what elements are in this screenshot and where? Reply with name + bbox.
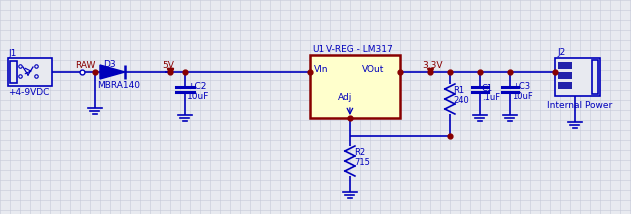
Bar [310, 55, 400, 118]
Text: +C2: +C2 [187, 82, 206, 91]
Text: R2: R2 [354, 148, 365, 157]
Text: VOut: VOut [362, 65, 384, 74]
Text: C1: C1 [482, 84, 493, 93]
Bar [558, 82, 572, 89]
Text: 715: 715 [354, 158, 370, 167]
Text: R1: R1 [453, 86, 464, 95]
Text: 10uF: 10uF [187, 92, 209, 101]
Text: U1: U1 [312, 45, 324, 54]
Text: +C3: +C3 [512, 82, 530, 91]
Text: 5V: 5V [162, 61, 174, 70]
Text: 10uF: 10uF [512, 92, 533, 101]
Text: .1uF: .1uF [482, 93, 500, 102]
Text: J1: J1 [8, 49, 16, 58]
Text: Adj: Adj [338, 93, 352, 102]
Bar [558, 72, 572, 79]
Text: RAW: RAW [75, 61, 95, 70]
Bar [10, 61, 17, 83]
Text: 3.3V: 3.3V [422, 61, 442, 70]
Text: 240: 240 [453, 96, 469, 105]
Bar [558, 62, 572, 69]
Bar [8, 58, 52, 86]
Text: Internal Power: Internal Power [547, 101, 612, 110]
Text: MBRA140: MBRA140 [97, 81, 140, 90]
Text: +4-9VDC: +4-9VDC [8, 88, 49, 97]
Bar [592, 60, 598, 94]
Text: VIn: VIn [314, 65, 328, 74]
Text: D3: D3 [103, 60, 115, 69]
Bar [555, 58, 600, 96]
Polygon shape [100, 65, 125, 79]
Text: J2: J2 [558, 48, 566, 57]
Text: V-REG - LM317: V-REG - LM317 [326, 45, 392, 54]
